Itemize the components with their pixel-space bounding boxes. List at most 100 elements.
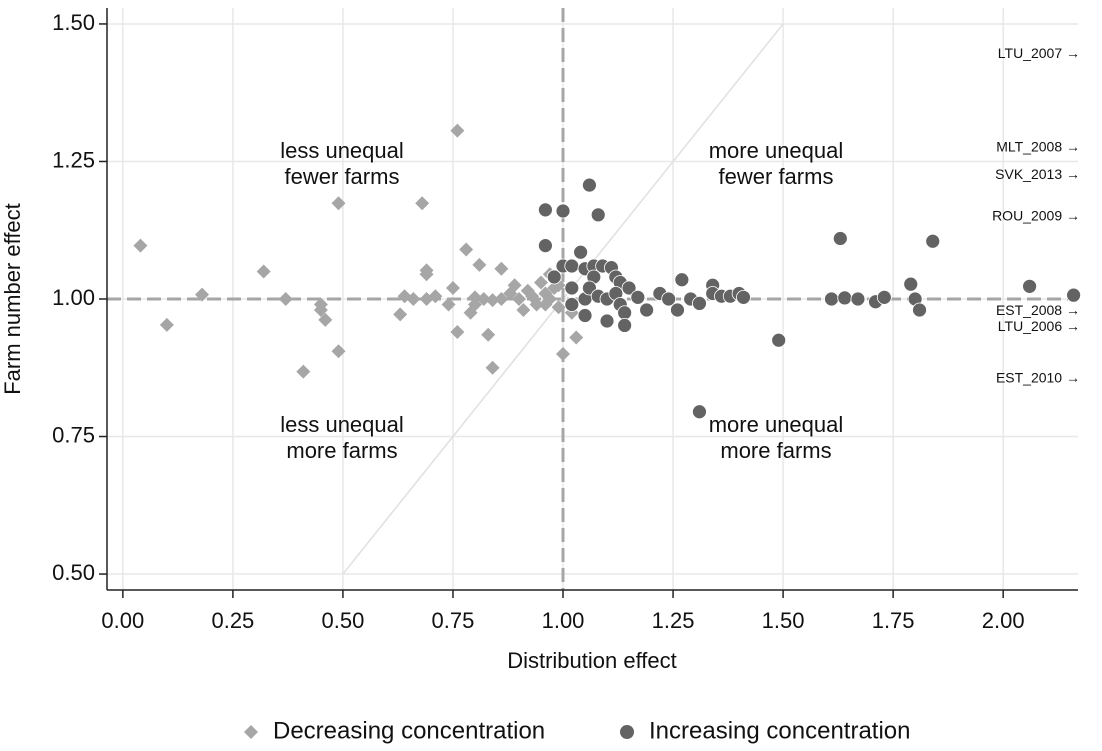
point <box>393 307 408 322</box>
point <box>481 327 496 342</box>
point <box>467 290 482 305</box>
point <box>903 276 919 292</box>
point <box>516 303 531 318</box>
y-tick-label: 1.00 <box>52 285 95 310</box>
quadrant-label: fewer farms <box>285 164 400 189</box>
x-tick-label: 0.25 <box>211 608 254 633</box>
point <box>472 257 487 272</box>
point <box>278 292 293 306</box>
x-tick-label: 0.50 <box>322 608 365 633</box>
quadrant-label: more unequal <box>709 412 844 437</box>
point <box>621 280 637 296</box>
point <box>573 244 589 260</box>
point <box>318 312 333 327</box>
point <box>736 289 751 305</box>
x-tick-label: 1.25 <box>652 608 695 633</box>
point <box>555 203 571 219</box>
legend-marker <box>244 725 258 739</box>
x-tick-label: 0.00 <box>101 608 144 633</box>
offscale-label: LTU_2007 → <box>998 45 1080 61</box>
point <box>661 291 677 307</box>
point <box>837 290 853 306</box>
point <box>832 231 848 246</box>
quadrant-label: fewer farms <box>719 164 834 189</box>
x-tick-label: 1.75 <box>872 608 915 633</box>
point <box>538 202 553 218</box>
point <box>692 296 707 311</box>
y-axis-label: Farm number effect <box>0 203 25 395</box>
point <box>529 297 544 312</box>
point <box>925 233 941 249</box>
quadrant-label: less unequal <box>280 138 404 163</box>
point <box>406 292 421 306</box>
offscale-label: EST_2008 → <box>996 302 1080 318</box>
x-tick-label: 1.00 <box>542 608 585 633</box>
legend-marker <box>620 725 634 739</box>
point <box>564 280 580 296</box>
x-axis-label: Distribution effect <box>507 648 677 673</box>
offscale-label: ROU_2009 → <box>992 208 1080 224</box>
y-tick-label: 1.50 <box>52 10 95 35</box>
point <box>876 289 892 305</box>
quadrant-label: more unequal <box>709 138 844 163</box>
point <box>441 297 456 312</box>
x-tick-label: 0.75 <box>432 608 475 633</box>
point <box>590 207 606 223</box>
offscale-label: SVK_2013 → <box>995 166 1080 182</box>
quadrant-label: less unequal <box>280 412 404 437</box>
point <box>670 302 685 318</box>
point <box>331 196 346 211</box>
point <box>564 258 580 274</box>
point <box>556 347 571 362</box>
point <box>296 364 311 379</box>
quadrant-label: more farms <box>720 438 831 463</box>
point <box>674 272 690 288</box>
point <box>428 289 443 304</box>
point <box>630 289 646 305</box>
point <box>617 318 633 333</box>
offscale-label: EST_2010 → <box>996 369 1080 385</box>
legend-label: Decreasing concentration <box>273 717 545 744</box>
point <box>824 291 839 307</box>
legend-label: Increasing concentration <box>649 717 911 744</box>
y-tick-label: 1.25 <box>52 147 95 172</box>
point <box>494 261 509 276</box>
point <box>1022 278 1037 294</box>
point <box>419 267 434 282</box>
y-tick-label: 0.50 <box>52 560 95 585</box>
point <box>494 292 509 306</box>
point <box>538 297 553 312</box>
point <box>467 297 482 312</box>
point <box>511 292 526 306</box>
point <box>450 325 465 340</box>
y-tick-label: 0.75 <box>52 422 95 447</box>
point <box>450 123 465 138</box>
point <box>599 313 615 329</box>
x-tick-label: 2.00 <box>982 608 1025 633</box>
point <box>546 269 562 285</box>
point <box>507 278 522 293</box>
point <box>256 264 271 279</box>
point <box>569 330 584 345</box>
point <box>313 297 328 312</box>
point <box>534 275 549 290</box>
x-tick-label: 1.50 <box>762 608 805 633</box>
point <box>459 242 474 257</box>
point <box>639 302 655 318</box>
point <box>476 292 491 306</box>
point <box>485 360 500 375</box>
point <box>850 291 866 307</box>
point <box>415 196 430 211</box>
point <box>692 404 707 420</box>
point <box>485 293 500 308</box>
point <box>617 305 633 321</box>
quadrant-label: more farms <box>286 438 397 463</box>
point <box>912 302 927 318</box>
point <box>538 238 553 254</box>
point <box>582 177 597 193</box>
point <box>133 238 148 253</box>
point <box>577 308 593 323</box>
point <box>1066 287 1081 303</box>
